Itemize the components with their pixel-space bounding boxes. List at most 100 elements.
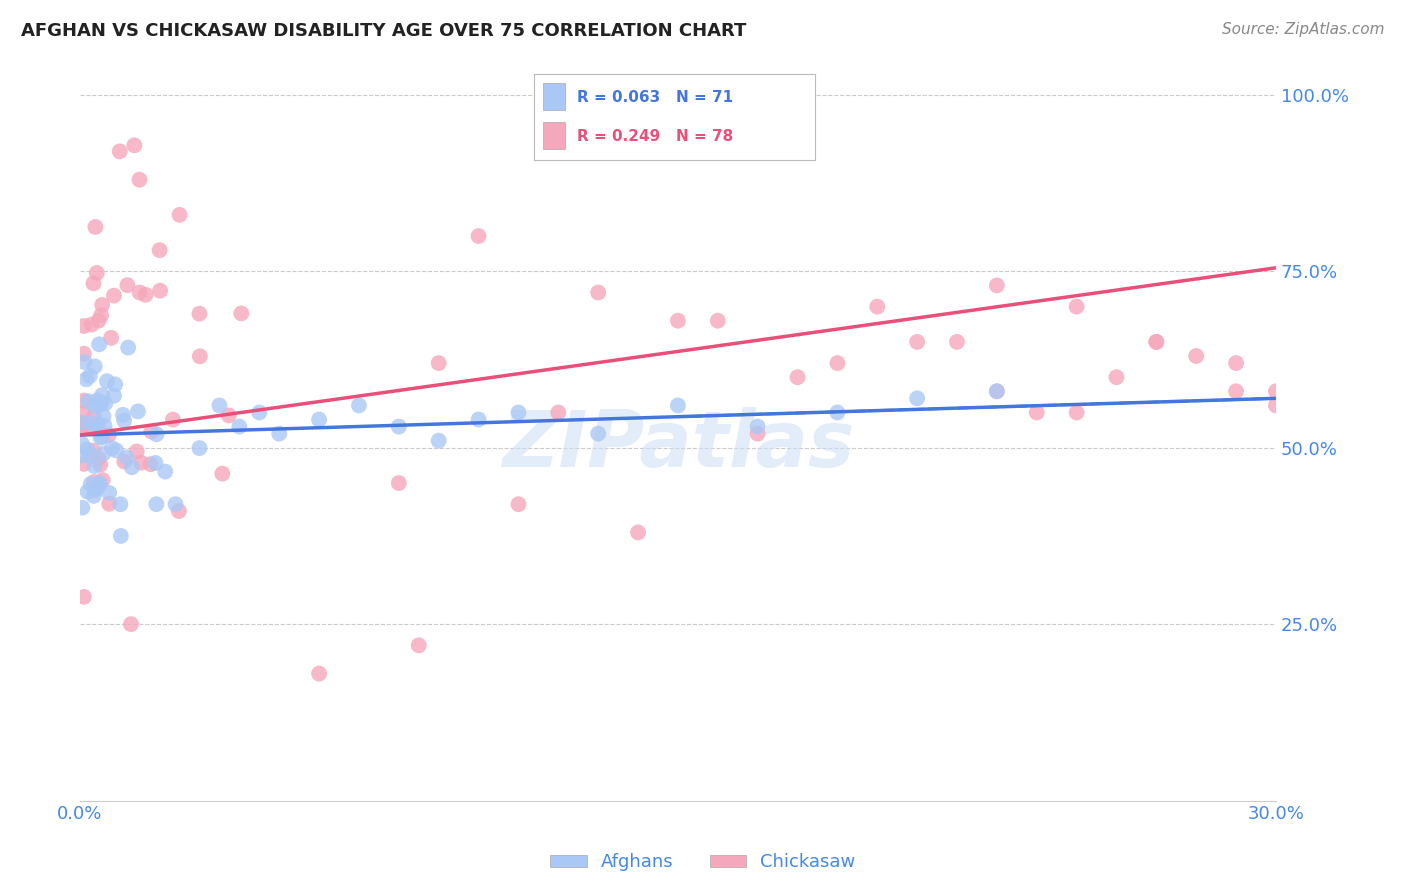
Point bbox=[70, 437, 93, 451]
Point bbox=[76, 442, 98, 457]
Point bbox=[427, 356, 450, 370]
Point bbox=[84, 483, 107, 497]
Point bbox=[86, 422, 108, 436]
Point bbox=[1265, 384, 1288, 399]
Point bbox=[508, 405, 530, 419]
Point bbox=[827, 405, 849, 419]
Point bbox=[149, 243, 172, 257]
Point bbox=[586, 426, 609, 441]
Point bbox=[1185, 349, 1208, 363]
Point bbox=[786, 370, 808, 384]
Point bbox=[90, 431, 112, 445]
Point bbox=[188, 349, 211, 363]
Point bbox=[87, 478, 110, 492]
Point bbox=[165, 497, 187, 511]
Point bbox=[1144, 334, 1167, 349]
Point bbox=[91, 388, 114, 402]
Point bbox=[91, 430, 114, 444]
Point bbox=[946, 334, 969, 349]
Point bbox=[467, 229, 489, 244]
Point bbox=[149, 284, 172, 298]
Point bbox=[77, 394, 100, 409]
Point bbox=[129, 456, 152, 470]
Point bbox=[1066, 405, 1088, 419]
Point bbox=[83, 459, 105, 474]
Point bbox=[80, 477, 103, 491]
Point bbox=[73, 590, 96, 604]
Point bbox=[228, 419, 250, 434]
Point bbox=[127, 404, 149, 418]
Point bbox=[87, 451, 110, 466]
Point bbox=[73, 393, 96, 408]
Point bbox=[1066, 300, 1088, 314]
Point bbox=[347, 398, 370, 412]
Point bbox=[73, 418, 96, 433]
Point bbox=[666, 398, 689, 412]
Point bbox=[100, 331, 122, 345]
Text: ZIPatlas: ZIPatlas bbox=[502, 407, 853, 483]
Point bbox=[167, 504, 190, 518]
Point bbox=[86, 393, 108, 408]
Point bbox=[231, 306, 253, 320]
Point bbox=[707, 314, 730, 328]
Point bbox=[108, 145, 131, 159]
Point bbox=[115, 450, 138, 465]
Point bbox=[827, 356, 849, 370]
Point bbox=[89, 475, 111, 490]
Point bbox=[121, 460, 143, 475]
Point bbox=[308, 412, 330, 426]
Point bbox=[125, 444, 148, 458]
Point bbox=[93, 446, 115, 460]
Point bbox=[388, 419, 411, 434]
Point bbox=[73, 419, 96, 434]
Point bbox=[866, 300, 889, 314]
Point bbox=[747, 426, 769, 441]
Point bbox=[98, 486, 121, 500]
Point bbox=[145, 427, 167, 442]
Point bbox=[96, 374, 118, 388]
Point bbox=[73, 417, 96, 431]
Point bbox=[73, 355, 96, 369]
Point bbox=[269, 426, 291, 441]
Point bbox=[547, 405, 569, 419]
Point bbox=[139, 457, 162, 471]
Point bbox=[72, 416, 94, 430]
Point bbox=[508, 497, 530, 511]
Point bbox=[104, 377, 127, 392]
Point bbox=[83, 359, 105, 374]
Point bbox=[747, 419, 769, 434]
Point bbox=[87, 417, 110, 432]
Point bbox=[120, 617, 142, 632]
Point bbox=[98, 497, 121, 511]
Point bbox=[155, 465, 177, 479]
Point bbox=[83, 489, 105, 503]
Point bbox=[103, 389, 125, 403]
Point bbox=[1225, 384, 1247, 399]
Point bbox=[73, 318, 96, 333]
Point bbox=[79, 449, 101, 463]
Point bbox=[75, 372, 97, 386]
Point bbox=[188, 441, 211, 455]
Point bbox=[110, 529, 132, 543]
Point bbox=[101, 441, 124, 455]
Point bbox=[218, 409, 240, 423]
Point bbox=[93, 409, 115, 423]
Point bbox=[408, 638, 430, 652]
Point bbox=[117, 341, 139, 355]
Point bbox=[83, 409, 105, 424]
Point bbox=[145, 456, 167, 470]
Point bbox=[86, 266, 108, 280]
Point bbox=[86, 479, 108, 493]
Point bbox=[586, 285, 609, 300]
Point bbox=[90, 308, 112, 322]
Point bbox=[80, 318, 103, 332]
Point bbox=[211, 467, 233, 481]
Point bbox=[247, 405, 270, 419]
Point bbox=[208, 398, 231, 412]
Point bbox=[97, 428, 120, 442]
Point bbox=[128, 172, 150, 186]
Point bbox=[905, 334, 928, 349]
Point bbox=[112, 454, 135, 468]
Point bbox=[82, 277, 104, 291]
Point bbox=[72, 500, 94, 515]
